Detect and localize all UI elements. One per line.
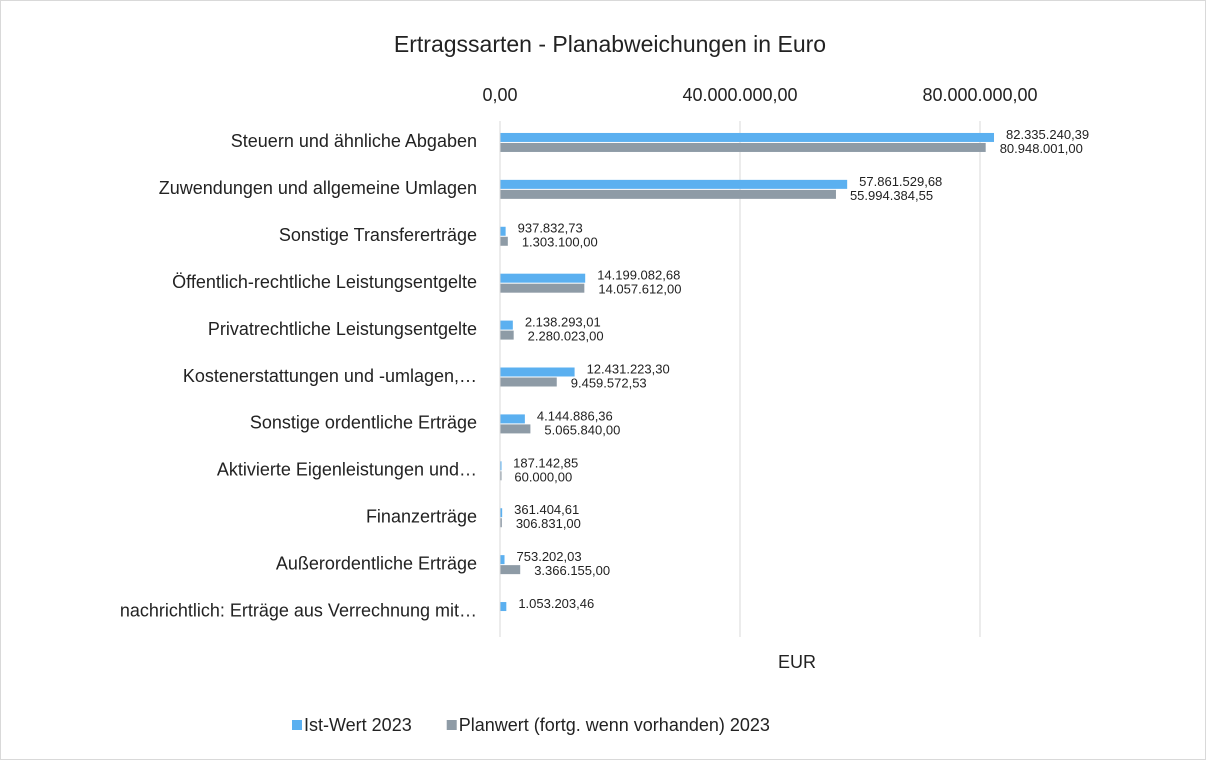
value-label: 5.065.840,00: [544, 422, 620, 437]
value-label: 3.366.155,00: [534, 563, 610, 578]
y-tick-label: Zuwendungen und allgemeine Umlagen: [159, 178, 477, 198]
bar: [500, 132, 995, 142]
bar: [500, 471, 502, 481]
x-axis-label: EUR: [778, 652, 816, 672]
value-label: 2.138.293,01: [525, 315, 601, 330]
bar: [500, 602, 507, 612]
bar: [500, 189, 836, 199]
bar: [500, 236, 508, 246]
bar: [500, 508, 503, 518]
value-label: 80.948.001,00: [1000, 141, 1083, 156]
value-label: 361.404,61: [514, 502, 579, 517]
value-label: 14.199.082,68: [597, 268, 680, 283]
x-tick-label: 0,00: [482, 85, 517, 105]
bar: [500, 377, 557, 387]
y-tick-label: Kostenerstattungen und -umlagen,…: [183, 366, 477, 386]
value-label: 55.994.384,55: [850, 188, 933, 203]
bar: [500, 424, 531, 434]
value-label: 57.861.529,68: [859, 174, 942, 189]
value-label: 187.142,85: [513, 455, 578, 470]
bar: [500, 226, 506, 236]
bar: [500, 555, 505, 565]
value-label: 937.832,73: [518, 221, 583, 236]
y-tick-label: Sonstige Transfererträge: [279, 225, 477, 245]
value-label: 753.202,03: [517, 549, 582, 564]
value-label: 1.303.100,00: [522, 235, 598, 250]
value-label: 2.280.023,00: [528, 329, 604, 344]
legend-swatch: [446, 720, 457, 730]
y-tick-label: Aktivierte Eigenleistungen und…: [217, 460, 477, 480]
value-label: 1.053.203,46: [518, 596, 594, 611]
bar: [500, 142, 986, 152]
bar: [500, 565, 521, 575]
y-tick-label: Finanzerträge: [366, 506, 477, 526]
legend-swatch: [292, 720, 302, 730]
bar: [500, 367, 575, 377]
y-tick-label: Privatrechtliche Leistungsentgelte: [208, 319, 477, 339]
bar: [500, 283, 585, 293]
legend-label: Planwert (fortg. wenn vorhanden) 2023: [459, 715, 770, 735]
bar: [500, 179, 848, 189]
value-label: 9.459.572,53: [571, 375, 647, 390]
bar: [500, 273, 586, 283]
value-label: 12.431.223,30: [587, 361, 670, 376]
value-label: 60.000,00: [514, 469, 572, 484]
value-label: 4.144.886,36: [537, 408, 613, 423]
value-label: 306.831,00: [516, 516, 581, 531]
y-tick-label: Öffentlich-rechtliche Leistungsentgelte: [172, 272, 477, 292]
bar: [500, 518, 502, 528]
bar: [500, 320, 513, 330]
x-tick-label: 40.000.000,00: [682, 85, 797, 105]
bar: [500, 330, 514, 340]
chart-title: Ertragssarten - Planabweichungen in Euro: [394, 31, 826, 57]
y-tick-label: nachrichtlich: Erträge aus Verrechnung m…: [120, 600, 477, 620]
y-tick-label: Sonstige ordentliche Erträge: [250, 413, 477, 433]
x-tick-label: 80.000.000,00: [922, 85, 1037, 105]
legend-label: Ist-Wert 2023: [304, 715, 412, 735]
bar: [500, 461, 502, 471]
value-label: 14.057.612,00: [598, 282, 681, 297]
y-tick-label: Steuern und ähnliche Abgaben: [231, 131, 477, 151]
bar: [500, 414, 525, 424]
value-label: 82.335.240,39: [1006, 127, 1089, 142]
y-tick-label: Außerordentliche Erträge: [276, 553, 477, 573]
